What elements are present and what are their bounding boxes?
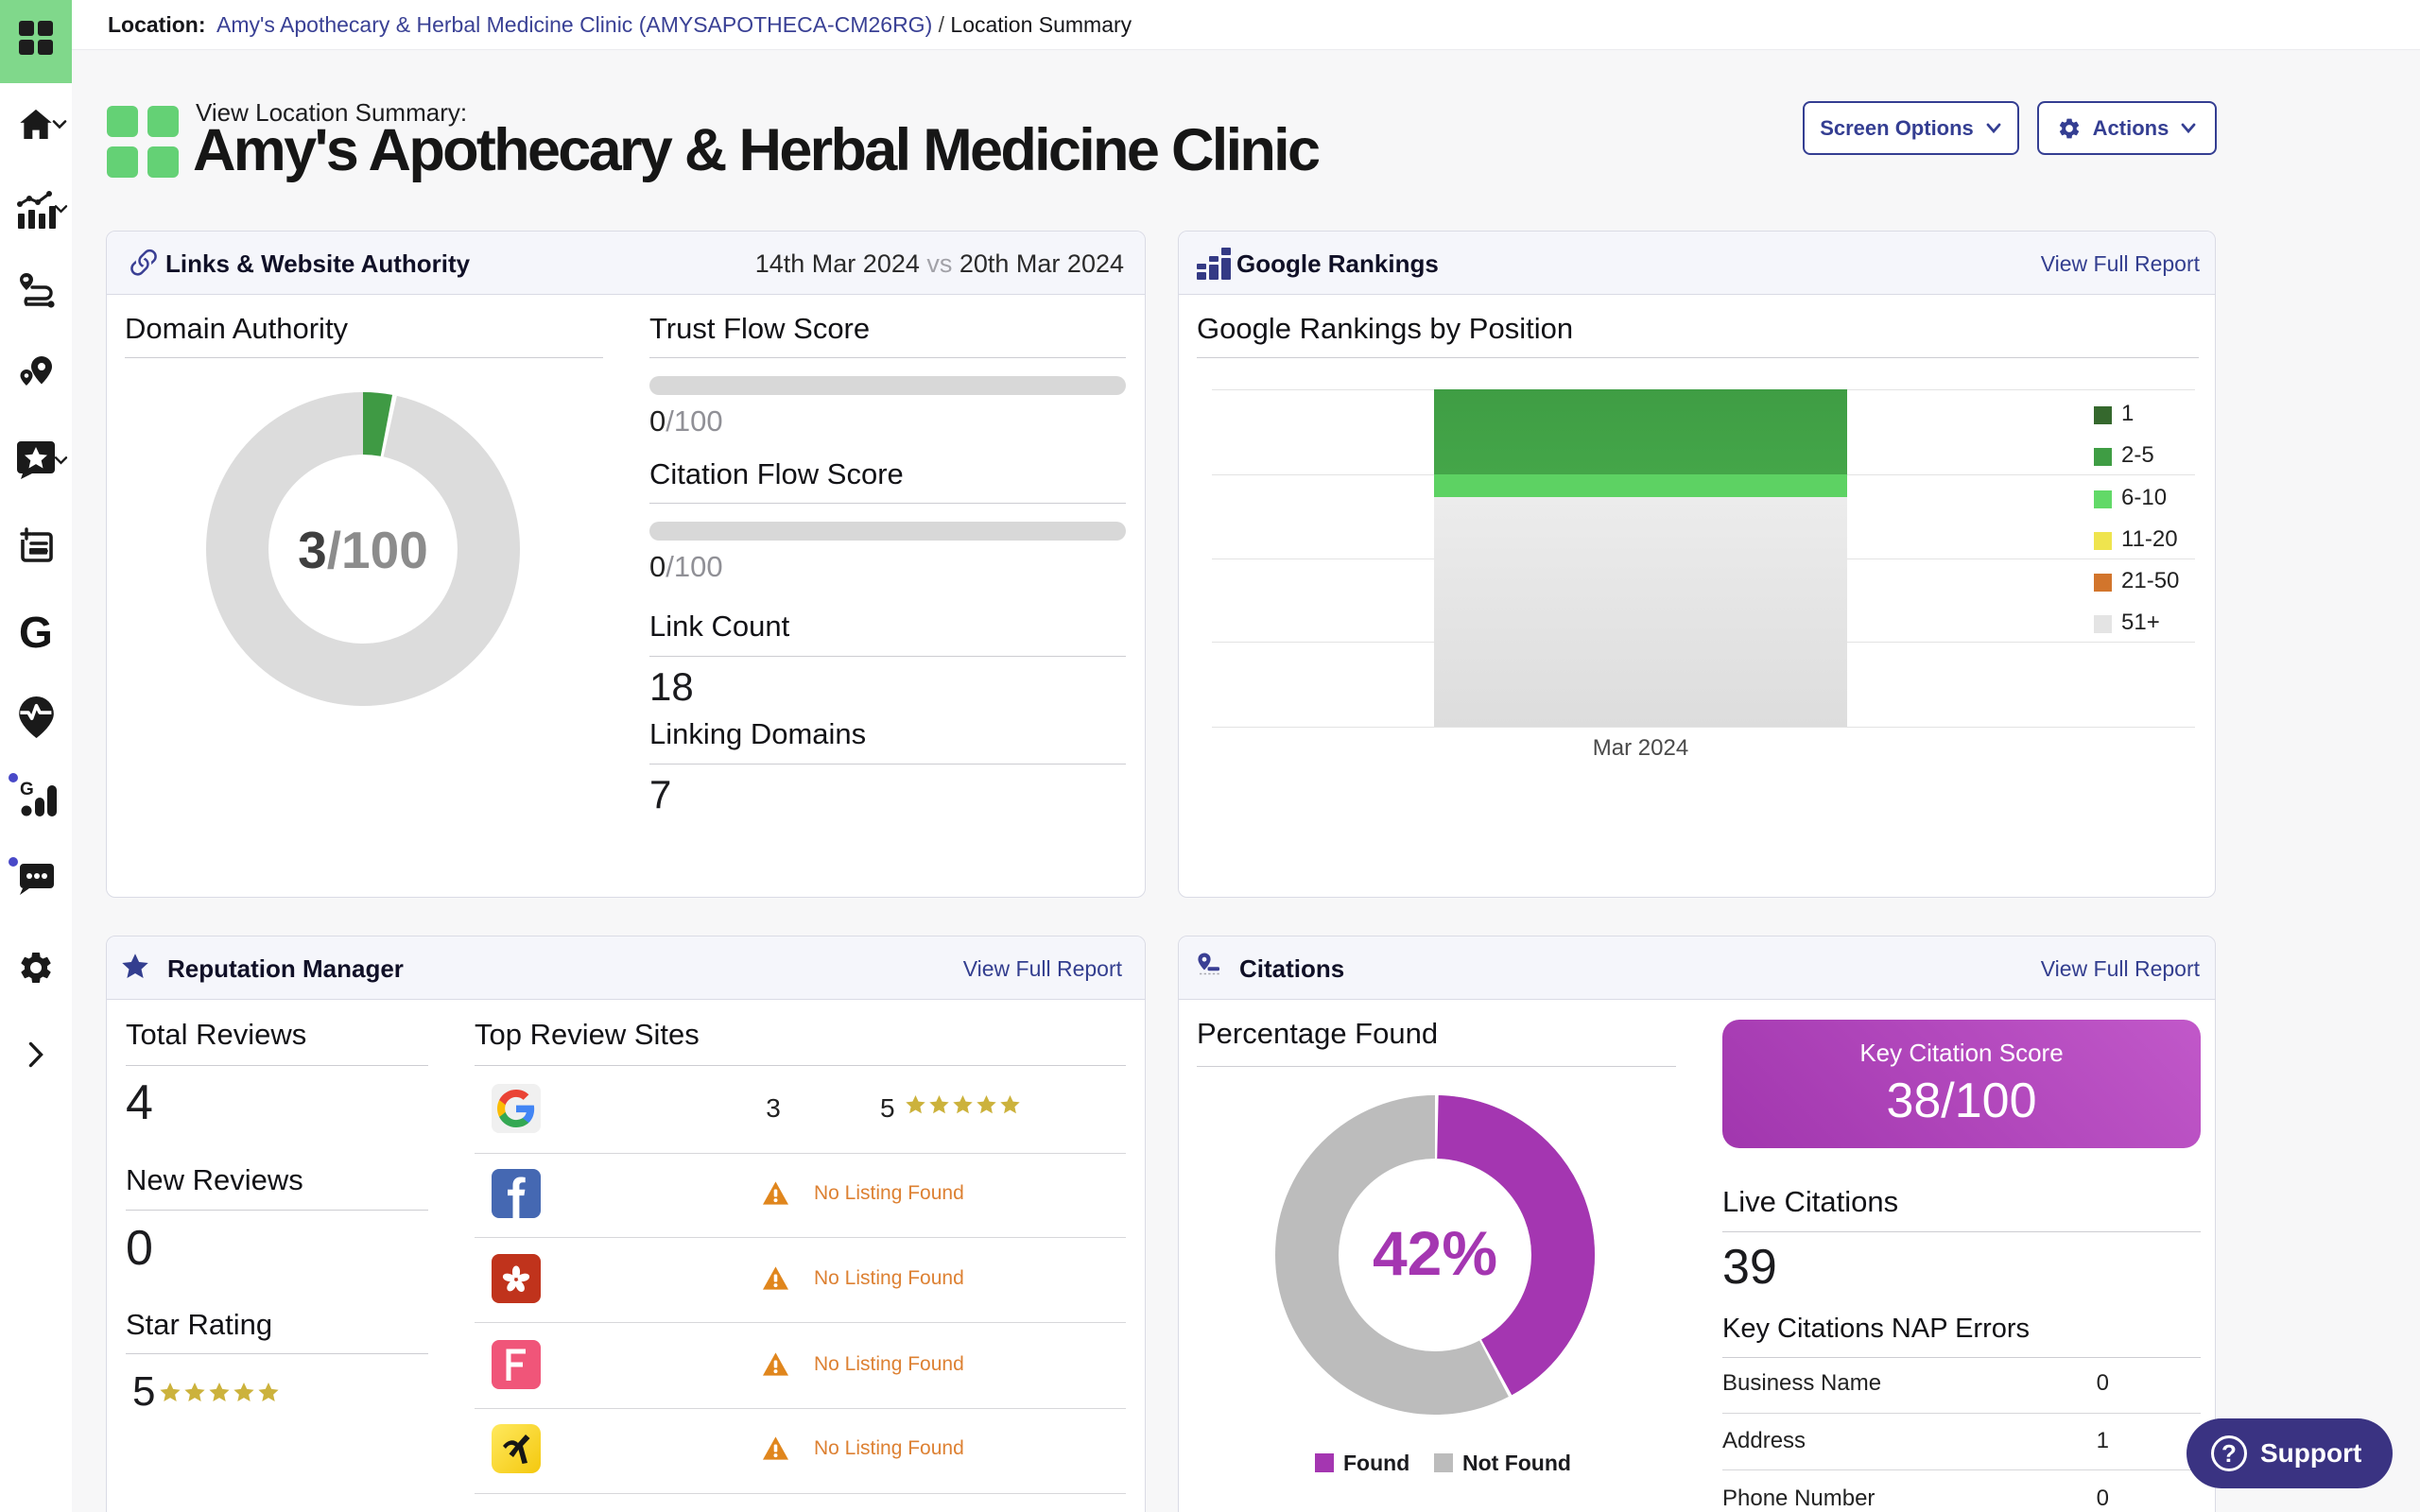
svg-text:G: G (20, 780, 34, 799)
svg-text:42%: 42% (1373, 1218, 1497, 1288)
svg-text:3/100: 3/100 (298, 521, 428, 579)
